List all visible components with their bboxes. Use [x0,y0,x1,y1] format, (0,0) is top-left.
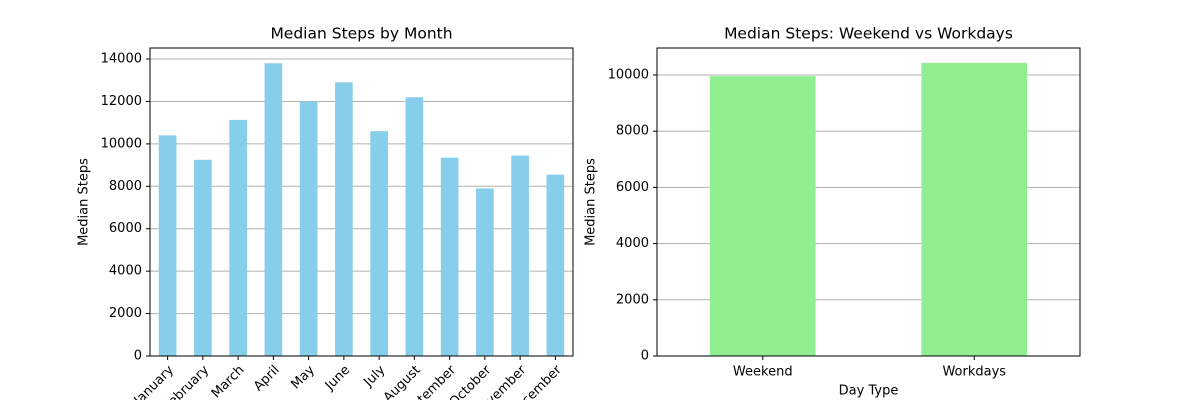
bar [921,62,1028,356]
y-tick-label: 0 [641,349,649,364]
bar [440,157,459,356]
axes-frame [149,47,574,357]
x-tick-label: Weekend [733,365,793,380]
bar [405,97,424,356]
bar [158,135,177,356]
x-axis-label: Day Type [839,384,899,399]
x-tick-label: June [322,363,353,394]
chart-title: Median Steps: Weekend vs Workdays [724,25,1013,43]
bar [511,155,529,356]
y-tick-label: 4000 [616,236,649,251]
y-tick-label: 10000 [608,67,649,82]
bar [546,174,565,356]
x-tick-label: July [361,362,389,390]
y-tick-label: 4000 [109,264,142,279]
x-tick-label: April [251,363,283,395]
bar [264,63,283,356]
bar [299,101,318,356]
bar [194,159,212,356]
y-tick-label: 12000 [101,94,142,109]
y-tick-label: 2000 [616,292,649,307]
y-axis-label: Median Steps [584,158,599,246]
chart-title: Median Steps by Month [270,25,452,43]
y-tick-label: 6000 [616,180,649,195]
y-tick-label: 0 [134,349,142,364]
x-tick-label: Workdays [942,365,1006,380]
x-tick-label: May [288,362,318,392]
bar [709,76,816,357]
axes-frame [656,47,1081,357]
y-tick-label: 8000 [616,124,649,139]
bar [335,82,353,356]
y-axis-label: Median Steps [77,158,92,246]
y-tick-label: 6000 [109,221,142,236]
x-tick-label: March [209,363,248,400]
y-tick-label: 14000 [101,52,142,67]
bar [229,119,247,356]
y-tick-label: 8000 [109,179,142,194]
y-tick-label: 10000 [101,136,142,151]
bar [476,188,494,356]
bar [370,131,388,356]
y-tick-label: 2000 [109,306,142,321]
